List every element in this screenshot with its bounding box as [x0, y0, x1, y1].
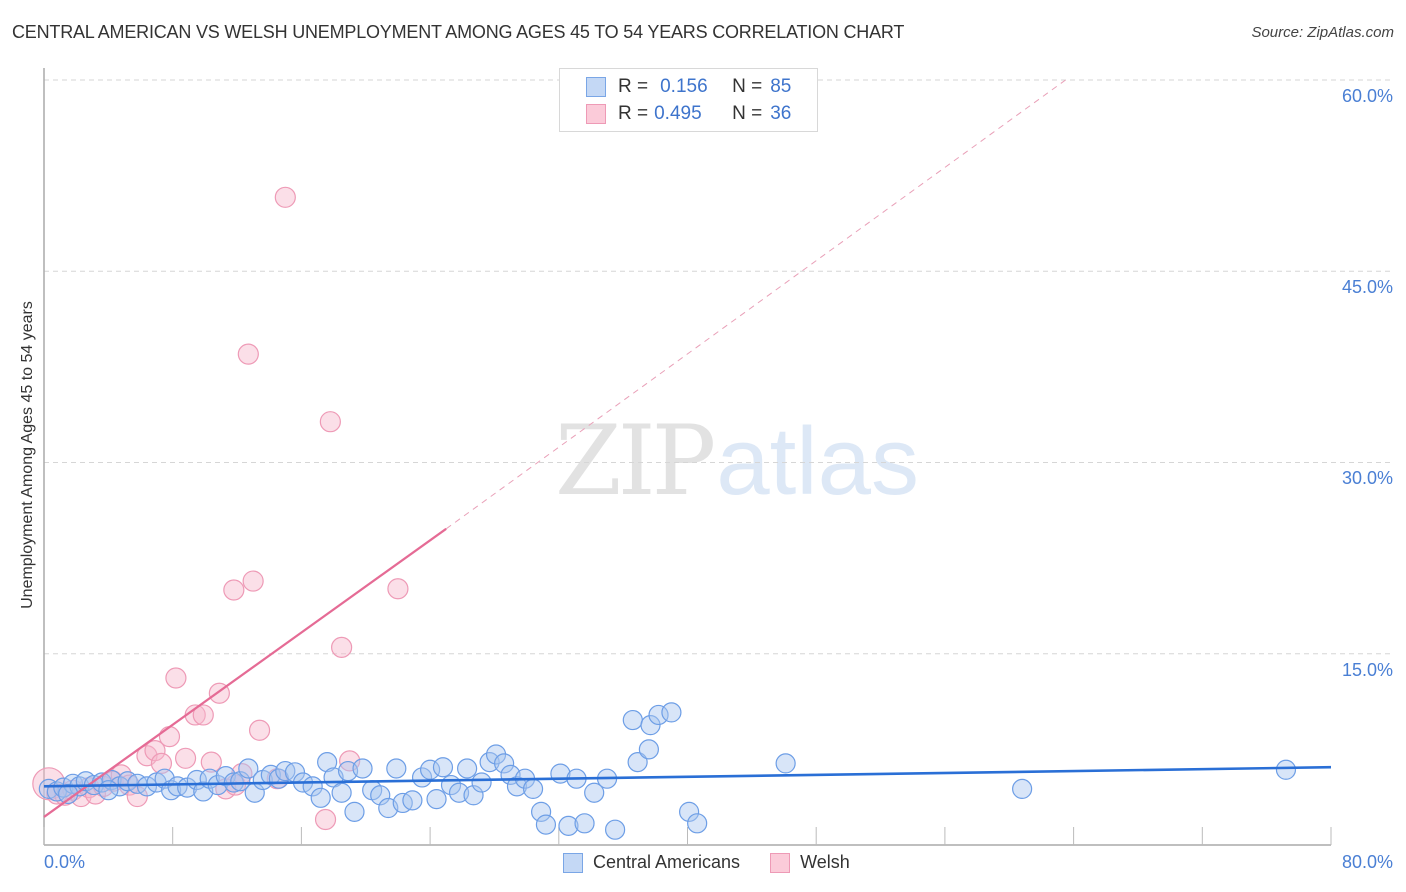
- correlation-legend: R = 0.156 N = 85 R = 0.495 N = 36: [559, 68, 818, 132]
- legend-row-central-americans: R = 0.156 N = 85: [586, 75, 791, 99]
- data-point-central-american: [98, 780, 119, 801]
- data-point-central-american: [230, 771, 251, 792]
- watermark-atlas: atlas: [716, 408, 919, 515]
- data-point-central-american: [531, 801, 552, 822]
- legend-r-label: R =: [618, 103, 649, 124]
- legend-row-welsh: R = 0.495 N = 36: [586, 102, 791, 126]
- data-point-central-american: [471, 772, 492, 793]
- y-tick-60: 60.0%: [1341, 86, 1393, 106]
- data-point-welsh: [331, 636, 353, 658]
- legend-swatch-pink: [586, 104, 606, 124]
- data-point-central-american: [463, 785, 484, 806]
- data-point-central-american: [457, 758, 478, 779]
- data-point-welsh: [150, 752, 173, 775]
- data-point-central-american: [640, 715, 661, 736]
- data-point-central-american: [317, 752, 338, 773]
- watermark: ZIPatlas: [555, 405, 919, 517]
- data-point-central-american: [535, 814, 557, 835]
- data-point-welsh: [242, 570, 264, 592]
- legend-swatch-blue: [586, 77, 606, 97]
- data-point-central-american: [679, 801, 700, 822]
- data-point-central-american: [370, 785, 391, 806]
- data-point-welsh: [200, 751, 222, 773]
- data-point-central-american: [38, 778, 59, 800]
- data-point-central-american: [402, 790, 423, 811]
- data-point-central-american: [584, 782, 605, 803]
- legend-r-value: 0.156: [660, 76, 708, 97]
- x-tick-max: 80.0%: [1341, 852, 1393, 872]
- data-point-central-american: [687, 813, 708, 834]
- data-point-central-american: [661, 702, 682, 723]
- data-point-central-american: [238, 758, 259, 779]
- data-point-central-american: [494, 753, 515, 774]
- legend-n-label: N =: [732, 76, 763, 97]
- data-point-welsh: [223, 579, 245, 601]
- data-point-central-american: [506, 776, 528, 797]
- data-point-central-american: [331, 782, 352, 803]
- data-point-central-american: [622, 709, 643, 731]
- legend-label: Central Americans: [593, 852, 741, 872]
- x-tick-min: 0.0%: [44, 852, 86, 872]
- y-tick-15: 15.0%: [1341, 660, 1393, 680]
- legend-n-value: 36: [770, 103, 792, 124]
- data-point-welsh: [339, 750, 361, 772]
- data-point-central-american: [310, 787, 331, 808]
- data-point-central-american: [775, 753, 796, 774]
- data-point-central-american: [627, 752, 648, 773]
- y-axis-label: Unemployment Among Ages 45 to 54 years: [19, 301, 36, 609]
- legend-n-label: N =: [732, 103, 763, 124]
- y-tick-30: 30.0%: [1341, 468, 1393, 488]
- data-point-welsh: [165, 667, 187, 689]
- trendline-welsh-extension: [445, 79, 1066, 530]
- data-point-central-american: [648, 704, 669, 726]
- legend-swatch-blue: [563, 852, 583, 873]
- data-point-welsh: [144, 740, 166, 762]
- series-legend: Central Americans Welsh: [563, 852, 880, 873]
- data-point-welsh: [192, 704, 214, 726]
- legend-item-central-americans[interactable]: Central Americans: [563, 852, 740, 873]
- data-point-central-american: [411, 767, 433, 788]
- legend-swatch-pink: [770, 852, 791, 873]
- trendline-central-americans: [43, 765, 1332, 788]
- source-label: Source: ZipAtlas.com: [1251, 24, 1394, 41]
- data-point-central-american: [605, 819, 626, 840]
- data-point-central-american: [432, 757, 454, 778]
- y-tick-45: 45.0%: [1341, 277, 1393, 297]
- data-point-central-american: [1012, 778, 1033, 800]
- data-point-welsh: [319, 411, 341, 433]
- data-point-welsh: [314, 808, 337, 831]
- data-point-central-american: [344, 801, 365, 822]
- legend-r-value: 0.495: [654, 103, 702, 124]
- watermark-zip: ZIP: [555, 405, 716, 517]
- data-point-central-american: [1275, 759, 1297, 780]
- data-point-central-american: [638, 739, 659, 760]
- data-point-central-american: [352, 758, 373, 779]
- trendline-welsh: [43, 527, 447, 818]
- data-point-central-american: [522, 778, 544, 800]
- data-point-central-american: [420, 759, 441, 780]
- legend-n-value: 85: [770, 76, 792, 97]
- legend-item-welsh[interactable]: Welsh: [770, 852, 850, 873]
- legend-label: Welsh: [800, 852, 850, 872]
- data-point-welsh: [158, 726, 181, 748]
- data-point-central-american: [426, 788, 447, 810]
- data-point-central-american: [574, 813, 595, 834]
- data-point-central-american: [558, 815, 579, 836]
- legend-r-label: R =: [618, 76, 649, 97]
- chart-title: CENTRAL AMERICAN VS WELSH UNEMPLOYMENT A…: [12, 22, 905, 42]
- data-point-welsh: [237, 343, 259, 365]
- data-point-welsh: [174, 747, 197, 769]
- data-point-welsh: [274, 186, 296, 208]
- data-point-welsh: [248, 719, 271, 741]
- data-point-welsh: [387, 578, 409, 600]
- data-point-central-american: [386, 758, 407, 779]
